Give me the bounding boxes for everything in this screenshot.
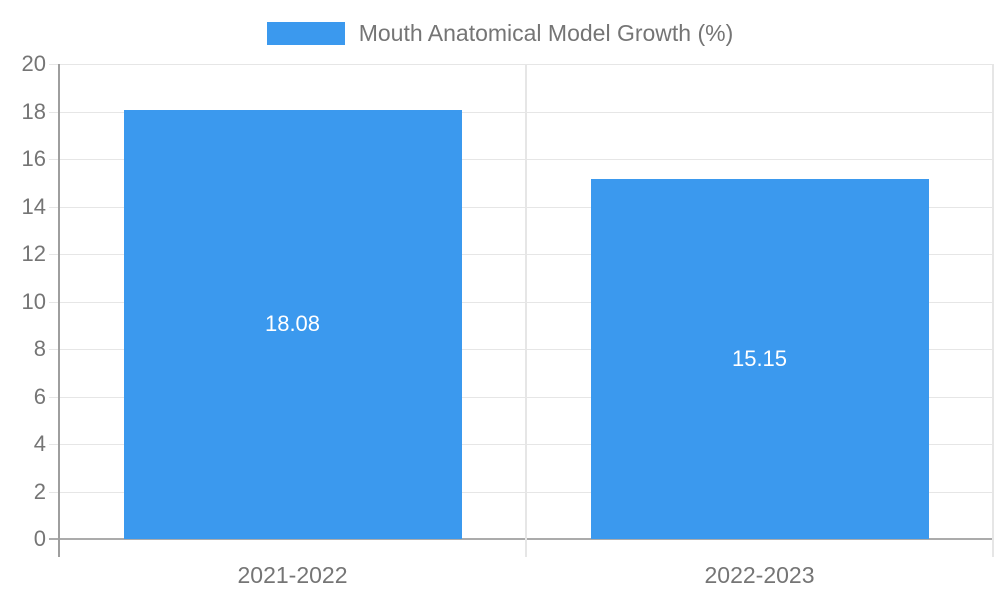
y-tick-label: 12 [21,241,46,266]
y-tick-label: 6 [33,383,46,409]
gridline [49,444,993,445]
legend-swatch [266,22,345,45]
gridline [49,396,993,398]
gridline [49,301,993,303]
y-tick-label: 10 [21,288,46,314]
x-tick-label: 2022-2023 [704,562,815,588]
y-tick-label: 18 [21,98,46,124]
x-tick-label: 2021-2022 [237,562,348,588]
x-axis-line [49,538,993,540]
gridline [49,206,993,208]
gridline [49,254,993,255]
y-tick-label: 0 [33,526,46,551]
gridline [49,349,993,350]
bar [590,179,929,539]
y-tick-label: 4 [33,431,46,456]
y-axis-line [58,64,60,557]
plot-right-border [992,64,994,557]
gridline [49,111,993,113]
legend-label: Mouth Anatomical Model Growth (%) [358,20,734,46]
y-tick-label: 14 [21,193,46,219]
bar [123,109,462,539]
y-tick-label: 20 [21,51,46,76]
y-tick-label: 16 [21,146,46,171]
bar-value-label: 15.15 [731,346,788,372]
chart-legend: Mouth Anatomical Model Growth (%) [0,20,1000,47]
gridline [49,159,993,160]
gridline [49,491,993,493]
y-tick-label: 2 [33,478,46,504]
gridline [49,64,993,65]
category-divider [525,64,527,557]
y-tick-label: 8 [33,336,46,361]
bar-value-label: 18.08 [264,311,321,337]
